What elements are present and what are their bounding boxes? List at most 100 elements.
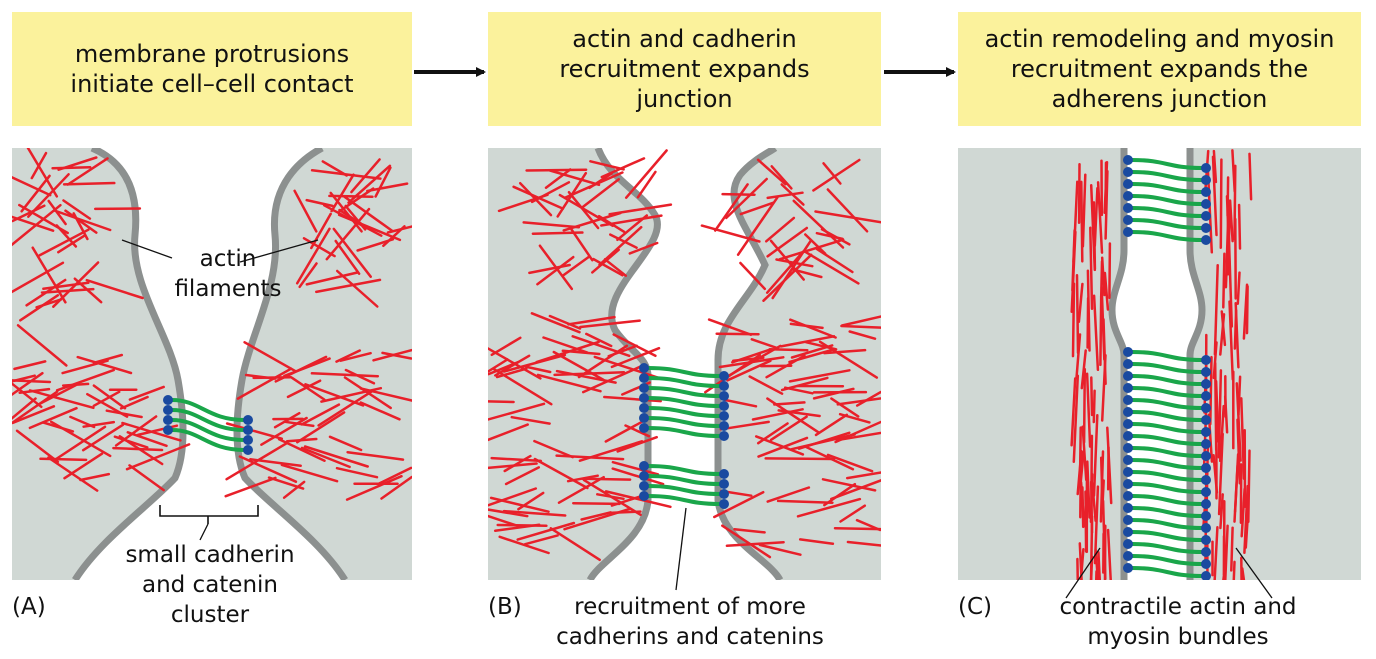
actin-filament (611, 467, 665, 486)
panel-a-letter: (A) (12, 594, 46, 620)
catenin (639, 491, 649, 501)
actin-filament (758, 543, 802, 556)
actin-filament (604, 420, 644, 443)
actin-filament (488, 358, 509, 374)
actin-filament (344, 368, 376, 385)
catenin (639, 423, 649, 433)
actin-filament (64, 209, 98, 234)
actin-filament (524, 365, 552, 374)
catenin (1123, 407, 1133, 417)
actin-filament (295, 227, 331, 285)
actin-filament (1075, 273, 1080, 355)
catenin (1201, 187, 1211, 197)
catenin (1123, 191, 1133, 201)
catenin (1123, 491, 1133, 501)
catenin (719, 431, 729, 441)
actin-filament (55, 368, 115, 392)
actin-filament (1099, 295, 1103, 367)
actin-filament (273, 411, 301, 429)
actin-filament (335, 466, 379, 479)
actin-filament (555, 369, 617, 384)
actin-filament (125, 443, 191, 471)
cadherin (1131, 350, 1203, 362)
actin-filament (553, 371, 626, 377)
actin-filament (567, 315, 616, 326)
actin-filament (715, 332, 760, 336)
cadherin (647, 464, 721, 476)
actin-filament (1104, 170, 1109, 240)
cadherin (1131, 458, 1203, 470)
catenin (1201, 355, 1211, 365)
step-1-box: membrane protrusions initiate cell–cell … (12, 12, 412, 126)
actin-filament (510, 415, 551, 425)
cadherin (1131, 566, 1203, 578)
cadherin (647, 366, 721, 378)
actin-filament (1108, 242, 1112, 300)
actin-filament (765, 250, 805, 294)
catenin (1201, 391, 1211, 401)
cadherin (1131, 230, 1203, 242)
cadherin (647, 494, 721, 506)
cadherin (647, 406, 721, 418)
actin-filament (81, 423, 125, 452)
actin-filament (1217, 432, 1224, 516)
actin-filament (12, 371, 44, 397)
membrane-right-c (1186, 148, 1206, 580)
catenin (1201, 439, 1211, 449)
actin-filaments-label: actin filaments (174, 246, 282, 302)
catenin (1201, 559, 1211, 569)
step-1-text: membrane protrusions initiate cell–cell … (70, 40, 354, 98)
catenin (719, 489, 729, 499)
catenin (1201, 403, 1211, 413)
actin-filament (596, 493, 625, 501)
actin-filament (28, 406, 78, 430)
catenin (1201, 379, 1211, 389)
actin-filament (804, 250, 860, 285)
actin-filament (769, 239, 805, 281)
actin-filament (12, 215, 55, 232)
actin-filament (345, 474, 403, 501)
actin-filament (1228, 300, 1235, 381)
actin-filament (563, 507, 632, 531)
actin-filament (797, 431, 851, 450)
actin-filament (16, 324, 68, 367)
actin-filament (1089, 472, 1094, 524)
actin-filament (243, 341, 297, 373)
catenin (1123, 155, 1133, 165)
catenin (1123, 227, 1133, 237)
actin-filament (381, 351, 412, 360)
actin-filament (66, 157, 109, 186)
actin-filament (280, 463, 339, 483)
actin-filament (69, 415, 96, 429)
actin-filament (725, 540, 785, 548)
actin-filament (766, 486, 811, 503)
actin-filament (1092, 389, 1096, 424)
actin-filament (18, 203, 69, 235)
catenin (1201, 535, 1211, 545)
actin-filament (298, 262, 318, 289)
actin-filament (62, 199, 92, 220)
actin-filament (1071, 282, 1076, 358)
actin-filament (830, 397, 860, 418)
contractile-bundles-label: contractile actin and myosin bundles (1059, 594, 1297, 650)
catenin (1123, 371, 1133, 381)
actin-filament (592, 257, 624, 277)
actin-filament (1081, 173, 1087, 248)
actin-filament (840, 324, 881, 329)
actin-filament (57, 234, 86, 254)
actin-filament (815, 247, 854, 274)
actin-filament (1230, 526, 1234, 572)
catenin (1201, 427, 1211, 437)
actin-filament (1213, 526, 1219, 580)
actin-filament (62, 181, 116, 186)
actin-filament (92, 390, 121, 408)
actin-filament (38, 228, 90, 257)
actin-filament (516, 521, 576, 541)
actin-filament (495, 367, 528, 379)
actin-filament (1072, 374, 1080, 464)
actin-filament (1233, 453, 1240, 523)
actin-filament (579, 319, 641, 329)
actin-filament (1213, 263, 1219, 356)
actin-filament (1248, 152, 1253, 201)
actin-filament (1240, 397, 1246, 480)
